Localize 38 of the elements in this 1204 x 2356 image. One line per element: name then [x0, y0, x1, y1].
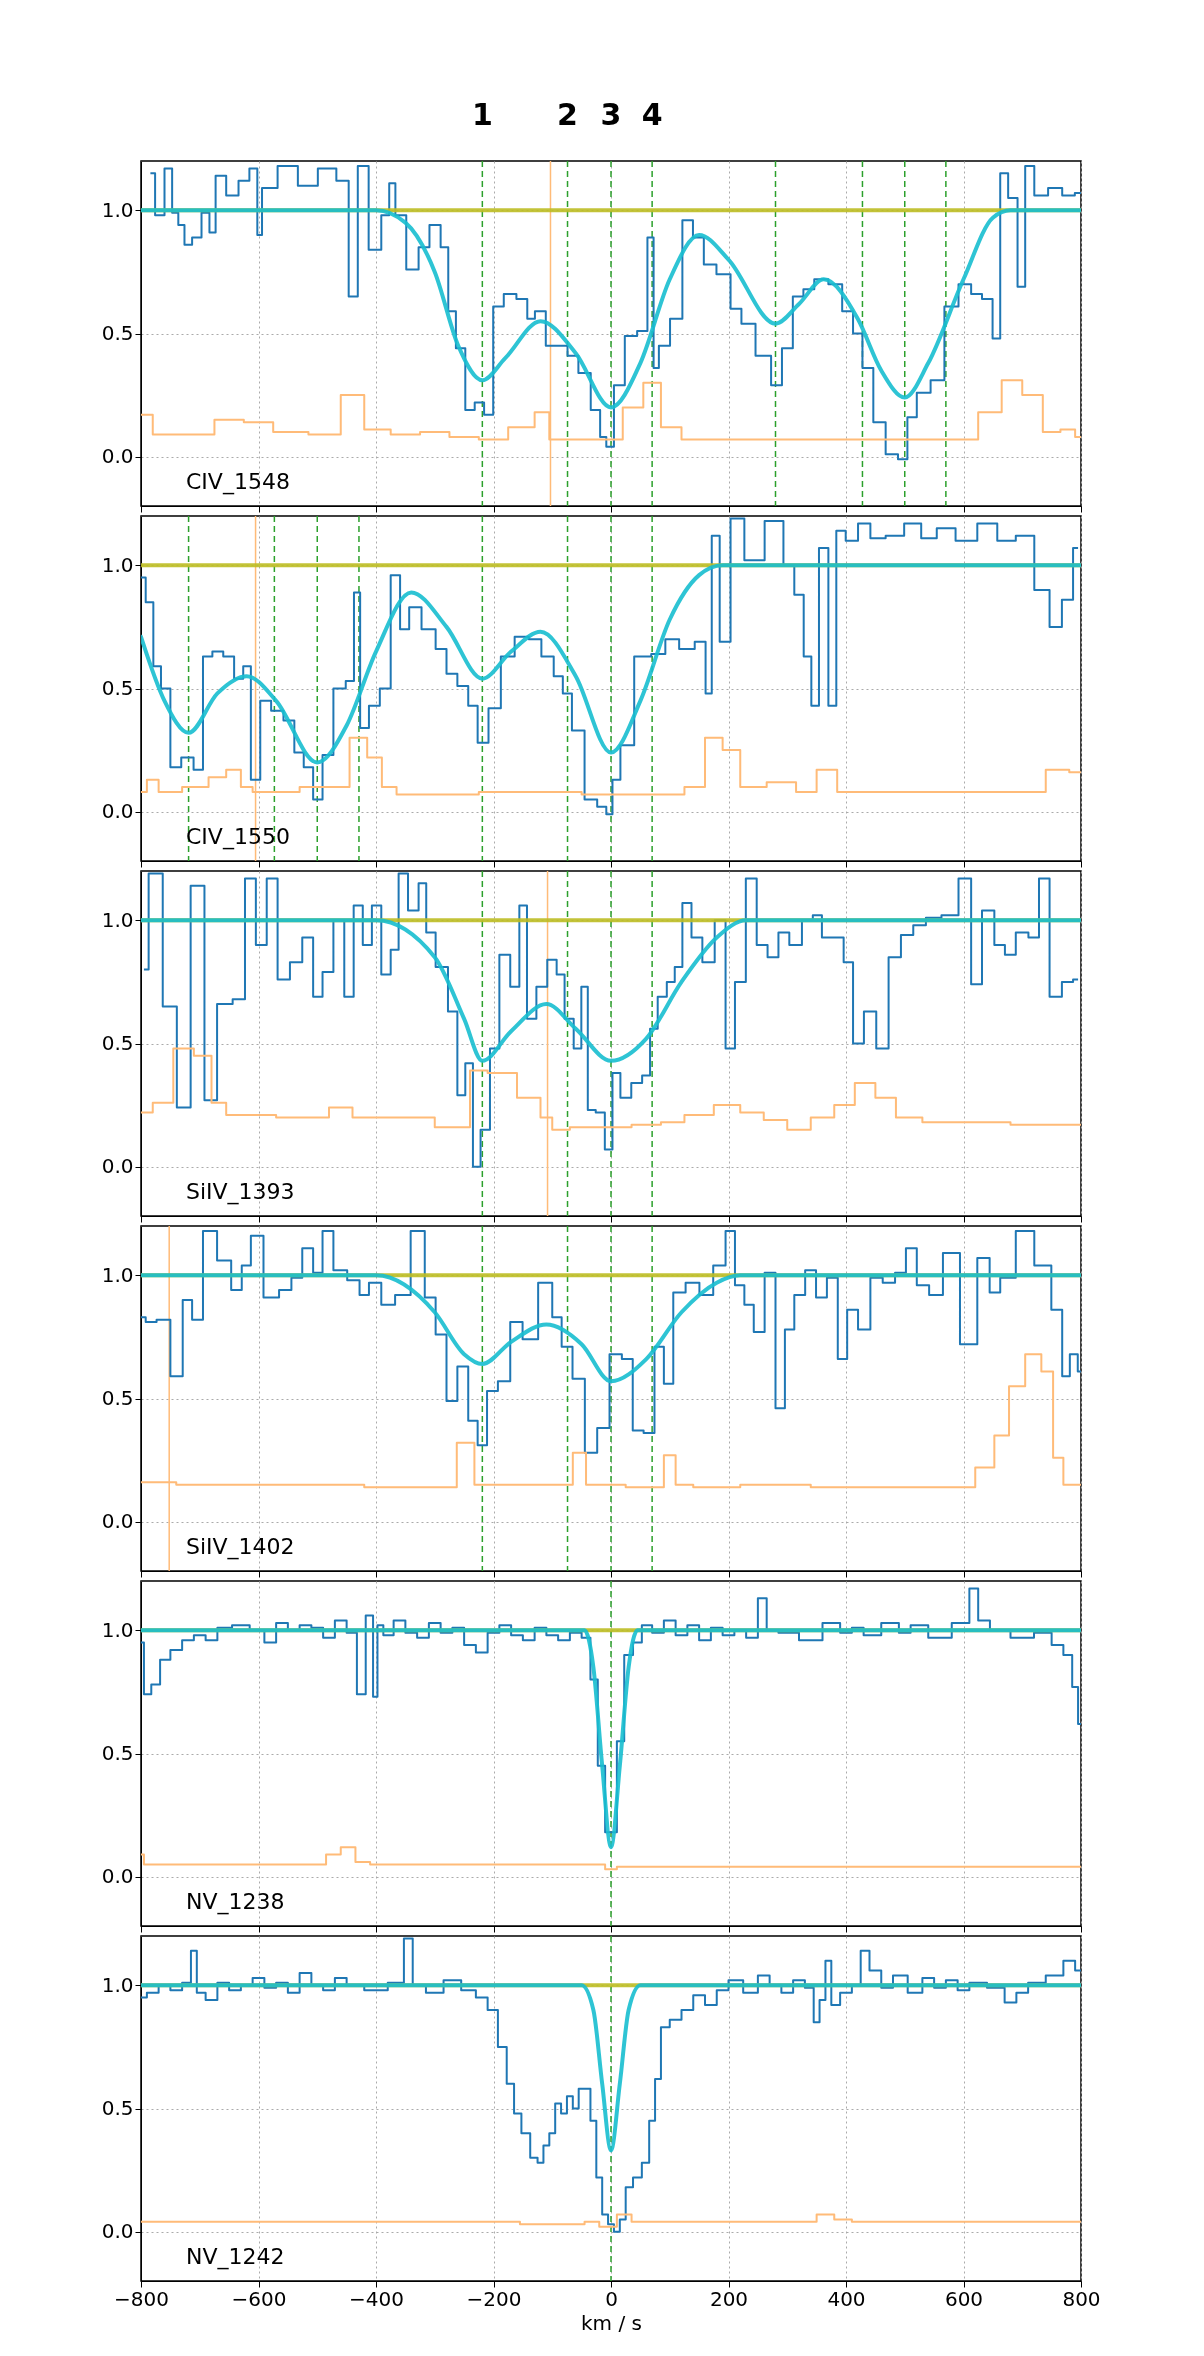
- text: 4: [641, 97, 663, 132]
- y-tick-label: 0.0: [101, 1864, 134, 1889]
- x-tick-label: −400: [349, 2286, 404, 2311]
- annotation: SiIV_1393: [186, 1179, 295, 1205]
- annotation: NV_1242: [186, 2244, 285, 2270]
- text: 2: [557, 97, 578, 132]
- x-tick-label: −600: [231, 2286, 287, 2311]
- x-tick-label: 800: [1062, 2286, 1101, 2311]
- y-tick-label: 0.5: [101, 1386, 134, 1410]
- text: 3: [600, 97, 622, 132]
- x-tick-label: 0: [605, 2286, 618, 2311]
- y-tick-label: 0.5: [101, 2096, 134, 2120]
- x-tick-label: 600: [944, 2286, 984, 2311]
- x-axis-title: km / s: [581, 2310, 642, 2335]
- y-tick-label: 0.0: [101, 1154, 134, 1179]
- y-tick-label: 1.0: [101, 907, 134, 932]
- annotation: CIV_1550: [186, 824, 290, 850]
- text: 1: [471, 97, 493, 132]
- y-tick-label: 1.0: [101, 552, 134, 577]
- y-tick-label: 0.0: [101, 799, 134, 824]
- y-tick-label: 0.5: [101, 1031, 134, 1055]
- annotation: NV_1238: [186, 1889, 285, 1915]
- y-tick-label: 1.0: [101, 197, 134, 222]
- y-tick-label: 0.0: [101, 444, 134, 469]
- y-tick-label: 0.0: [101, 2219, 134, 2244]
- x-tick-label: 400: [827, 2286, 866, 2311]
- y-tick-label: 1.0: [101, 1972, 134, 1997]
- x-tick-label: 200: [709, 2286, 749, 2311]
- y-tick-label: 1.0: [101, 1617, 134, 1642]
- annotation: CIV_1548: [186, 469, 290, 495]
- annotation: SiIV_1402: [186, 1534, 295, 1560]
- x-tick-label: −800: [114, 2286, 169, 2311]
- y-tick-label: 1.0: [101, 1262, 134, 1287]
- y-tick-label: 0.5: [101, 321, 134, 345]
- y-tick-label: 0.0: [101, 1509, 134, 1534]
- y-tick-label: 0.5: [101, 676, 134, 700]
- x-tick-label: −200: [466, 2286, 522, 2311]
- y-tick-label: 0.5: [101, 1741, 134, 1765]
